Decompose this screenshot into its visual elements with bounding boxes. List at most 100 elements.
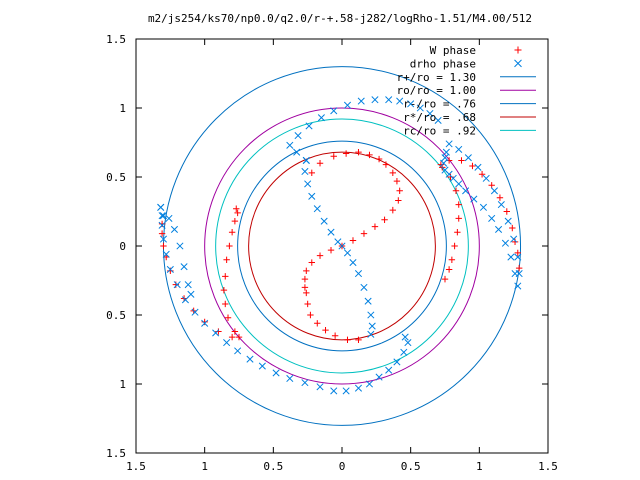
y-tick-label: 0.5: [106, 171, 126, 184]
drho-phase-point: [212, 329, 220, 337]
drho-phase-point: [511, 270, 519, 278]
w-phase-point: [226, 242, 233, 250]
drho-phase-point: [455, 180, 463, 188]
drho-phase-point: [441, 154, 449, 162]
drho-phase-point: [404, 339, 412, 347]
w-phase-point: [448, 256, 456, 263]
w-phase-point: [160, 242, 167, 250]
w-phase-point: [223, 256, 230, 263]
drho-phase-point: [327, 228, 335, 236]
drho-phase-point: [368, 322, 376, 330]
reference-circle: [248, 151, 436, 341]
drho-phase-point: [294, 132, 302, 140]
drho-phase-point: [407, 100, 415, 108]
w-phase-point: [231, 328, 239, 335]
w-phase-point: [158, 220, 166, 228]
drho-phase-point: [504, 217, 512, 225]
drho-phase-point: [354, 270, 363, 278]
w-phase-point: [222, 300, 229, 308]
w-phase-point: [437, 161, 445, 168]
w-phase-point: [355, 148, 362, 156]
w-phase-point: [201, 318, 208, 326]
w-phase-point: [445, 266, 453, 273]
reference-circle: [215, 118, 469, 374]
w-phase-point: [330, 153, 337, 160]
y-tick-label: 1.5: [106, 33, 126, 46]
drho-phase-point: [166, 265, 174, 274]
x-tick-label: 1.5: [538, 460, 558, 473]
y-tick-label: 0: [119, 240, 126, 253]
w-phase-point: [355, 336, 362, 344]
w-phase-point: [382, 161, 390, 168]
drho-phase-point: [313, 205, 321, 213]
drho-phase-point: [330, 107, 338, 115]
drho-phase-point: [176, 242, 184, 250]
w-phase-point: [224, 314, 232, 321]
drho-phase-point: [495, 225, 503, 233]
w-phase-point: [342, 150, 350, 157]
drho-phase-point: [501, 239, 509, 247]
legend-label: r-/ro = .76: [403, 98, 476, 111]
w-phase-point: [308, 169, 315, 177]
w-phase-point: [503, 208, 510, 215]
w-phase-point: [331, 332, 339, 339]
w-phase-point: [441, 275, 449, 283]
drho-phase-point: [375, 373, 383, 381]
drho-phase-point: [343, 101, 352, 109]
w-phase-point: [235, 333, 243, 341]
x-tick-label: 1: [201, 460, 208, 473]
drho-phase-point: [510, 235, 518, 243]
drho-phase-point: [293, 148, 301, 156]
w-phase-point: [455, 201, 462, 208]
legend-marker: [514, 59, 522, 68]
w-phase-point: [228, 333, 236, 341]
drho-phase-point: [286, 141, 294, 149]
drho-phase-point: [385, 366, 393, 374]
legend-marker: [514, 46, 522, 54]
x-tick-label: 1: [476, 460, 483, 473]
drho-phase-point: [440, 159, 448, 167]
drho-phase-point: [514, 253, 522, 261]
drho-phase-point: [286, 374, 294, 383]
w-phase-point: [478, 171, 486, 178]
drho-phase-point: [488, 214, 496, 222]
w-phase-point: [389, 206, 397, 214]
drho-phase-point: [308, 192, 316, 200]
drho-phase-point: [304, 180, 312, 188]
legend-label: ro/ro = 1.00: [397, 84, 476, 97]
drho-phase-point: [342, 387, 350, 395]
drho-phase-point: [272, 369, 280, 377]
w-phase-point: [233, 205, 240, 212]
w-phase-point: [447, 173, 454, 181]
drho-phase-point: [367, 330, 375, 338]
drho-phase-point: [507, 253, 515, 261]
drho-phase-point: [434, 116, 442, 124]
drho-phase-point: [223, 339, 231, 347]
drho-phase-point: [191, 308, 199, 316]
w-phase-point: [307, 311, 314, 319]
w-phase-point: [396, 187, 403, 194]
drho-phase-point: [162, 250, 170, 258]
legend-label: W phase: [430, 44, 476, 57]
y-tick-label: 1: [119, 378, 126, 391]
w-phase-point: [454, 229, 461, 236]
circles-layer: [162, 66, 522, 426]
drho-phase-point: [184, 281, 192, 289]
x-tick-label: 1.5: [126, 460, 146, 473]
y-tick-label: 0.5: [106, 309, 126, 322]
x-tick-label: 0.5: [263, 460, 283, 473]
w-phase-point: [220, 286, 228, 294]
series-layer: [157, 96, 523, 395]
drho-phase-point: [159, 235, 168, 243]
legend-label: rc/ro = .92: [403, 124, 476, 137]
drho-phase-point: [479, 203, 488, 211]
drho-phase-point: [396, 97, 404, 105]
drho-phase-point: [462, 187, 470, 195]
drho-phase-point: [170, 225, 179, 233]
w-phase-point: [389, 169, 397, 177]
w-phase-point: [366, 151, 373, 159]
drho-phase-point: [316, 383, 324, 391]
w-phase-point: [303, 267, 310, 275]
